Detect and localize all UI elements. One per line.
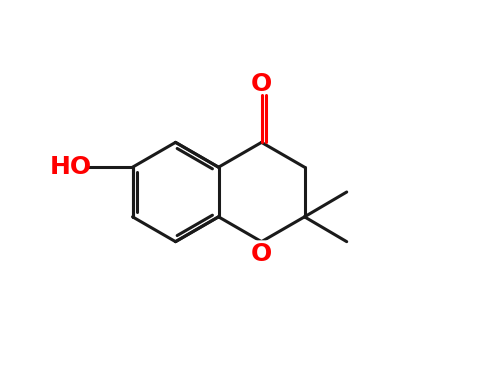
Text: HO: HO	[50, 155, 92, 179]
Text: O: O	[251, 241, 272, 265]
Text: O: O	[251, 72, 272, 96]
